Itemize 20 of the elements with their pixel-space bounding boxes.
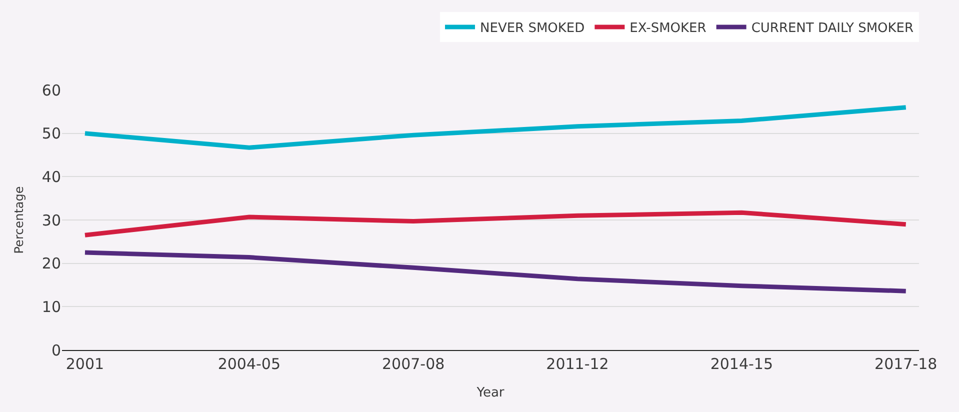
y-tick-label: 10	[42, 298, 61, 316]
legend-label: CURRENT DAILY SMOKER	[751, 21, 914, 36]
y-tick-label: 50	[42, 124, 61, 143]
legend-label: EX-SMOKER	[630, 21, 706, 36]
x-tick-label: 2014-15	[710, 355, 774, 373]
x-tick-label: 2007-08	[382, 355, 445, 373]
line-series	[82, 210, 908, 238]
y-tick-label: 20	[42, 254, 61, 273]
y-tick-label: 60	[42, 81, 61, 100]
y-axis-title: Percentage	[12, 186, 26, 254]
line-series	[82, 105, 908, 150]
x-axis-title: Year	[476, 386, 505, 401]
x-tick-label: 2011-12	[546, 355, 609, 373]
y-tick-label: 0	[51, 341, 61, 360]
x-tick-label: 2017-18	[874, 355, 938, 373]
legend-label: NEVER SMOKED	[480, 21, 585, 36]
x-tick-label: 2004-05	[218, 355, 281, 373]
y-tick-label: 40	[42, 168, 61, 186]
x-tick-label: 2001	[66, 355, 104, 373]
y-tick-label: 30	[42, 211, 61, 230]
